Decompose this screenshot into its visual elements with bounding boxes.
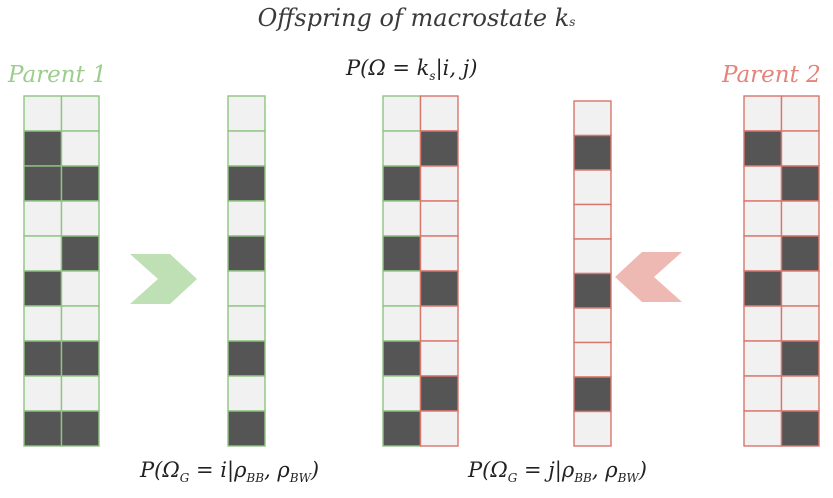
dark-cell — [382, 410, 422, 447]
light-cell — [780, 95, 820, 132]
light-cell — [419, 200, 459, 237]
dark-cell — [780, 410, 820, 447]
light-cell — [60, 200, 100, 237]
light-cell — [419, 410, 459, 447]
light-cell — [743, 95, 783, 132]
light-cell — [743, 340, 783, 377]
arrow-left-icon — [615, 252, 682, 302]
light-cell — [382, 270, 422, 307]
offspring-grid — [382, 95, 459, 447]
dark-cell — [419, 270, 459, 307]
light-cell — [419, 305, 459, 342]
light-cell — [60, 130, 100, 167]
parent-2-label: Parent 2 — [722, 62, 821, 88]
light-cell — [23, 375, 63, 412]
diagram-title: Offspring of macrostate ks — [257, 4, 576, 32]
light-cell — [780, 130, 820, 167]
light-cell — [743, 200, 783, 237]
light-cell — [23, 200, 63, 237]
dark-cell — [23, 340, 63, 377]
light-cell — [419, 340, 459, 377]
dark-cell — [382, 165, 422, 202]
dark-cell — [573, 272, 612, 309]
light-cell — [743, 235, 783, 272]
light-cell — [573, 238, 612, 275]
light-cell — [227, 130, 266, 167]
dark-cell — [23, 410, 63, 447]
light-cell — [60, 305, 100, 342]
gamete-2-probability-formula: P(ΩG = j|ρBB, ρBW) — [468, 458, 647, 486]
gamete1-grid — [227, 95, 266, 447]
dark-cell — [382, 340, 422, 377]
dark-cell — [780, 340, 820, 377]
dark-cell — [227, 235, 266, 272]
light-cell — [573, 341, 612, 378]
gamete2-grid — [573, 100, 612, 447]
light-cell — [227, 270, 266, 307]
light-cell — [780, 200, 820, 237]
light-cell — [419, 165, 459, 202]
dark-cell — [60, 410, 100, 447]
dark-cell — [23, 130, 63, 167]
light-cell — [60, 375, 100, 412]
light-cell — [382, 200, 422, 237]
light-cell — [743, 410, 783, 447]
dark-cell — [227, 165, 266, 202]
light-cell — [780, 305, 820, 342]
offspring-probability-formula: P(Ω = ks|i, j) — [346, 56, 478, 84]
dark-cell — [60, 340, 100, 377]
parent1-grid — [23, 95, 100, 447]
light-cell — [780, 270, 820, 307]
light-cell — [60, 270, 100, 307]
light-cell — [227, 200, 266, 237]
dark-cell — [780, 165, 820, 202]
light-cell — [780, 375, 820, 412]
light-cell — [573, 100, 612, 137]
light-cell — [23, 305, 63, 342]
dark-cell — [780, 235, 820, 272]
dark-cell — [419, 130, 459, 167]
light-cell — [743, 305, 783, 342]
light-cell — [573, 307, 612, 344]
light-cell — [419, 235, 459, 272]
dark-cell — [23, 165, 63, 202]
parent2-grid — [743, 95, 820, 447]
arrow-right-icon — [130, 254, 197, 304]
dark-cell — [419, 375, 459, 412]
light-cell — [227, 375, 266, 412]
dark-cell — [60, 165, 100, 202]
light-cell — [23, 95, 63, 132]
dark-cell — [23, 270, 63, 307]
light-cell — [573, 410, 612, 447]
light-cell — [382, 305, 422, 342]
light-cell — [743, 375, 783, 412]
dark-cell — [573, 134, 612, 171]
light-cell — [743, 165, 783, 202]
light-cell — [382, 375, 422, 412]
dark-cell — [227, 340, 266, 377]
dark-cell — [743, 130, 783, 167]
dark-cell — [227, 410, 266, 447]
light-cell — [382, 95, 422, 132]
light-cell — [419, 95, 459, 132]
dark-cell — [743, 270, 783, 307]
dark-cell — [60, 235, 100, 272]
light-cell — [23, 235, 63, 272]
light-cell — [573, 203, 612, 240]
light-cell — [382, 130, 422, 167]
light-cell — [573, 169, 612, 206]
dark-cell — [382, 235, 422, 272]
parent-1-label: Parent 1 — [8, 62, 107, 88]
gamete-1-probability-formula: P(ΩG = i|ρBB, ρBW) — [140, 458, 320, 486]
dark-cell — [573, 376, 612, 413]
light-cell — [60, 95, 100, 132]
light-cell — [227, 305, 266, 342]
light-cell — [227, 95, 266, 132]
